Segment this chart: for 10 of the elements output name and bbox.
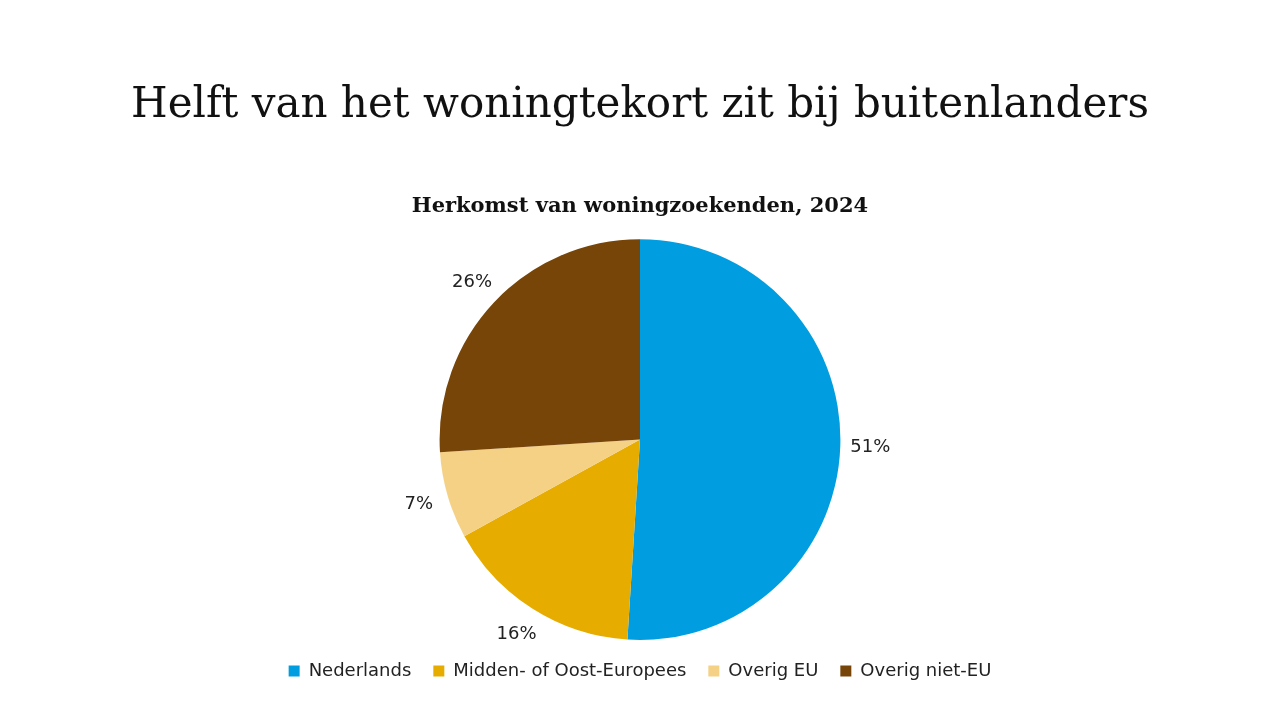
data-label: 16% [496,621,537,643]
data-label: 51% [850,434,891,456]
legend-label: Overig niet-EU [860,658,992,680]
data-label: 26% [452,269,493,291]
data-label: 7% [404,491,434,513]
legend-label: Nederlands [308,658,412,680]
legend-label: Midden- of Oost-Europees [453,658,687,680]
chart-subtitle: Herkomst van woningzoekenden, 2024 [411,192,869,218]
chart-title: Helft van het woningtekort zit bij buitenlanders [130,78,1150,127]
legend-label: Overig EU [728,658,819,680]
